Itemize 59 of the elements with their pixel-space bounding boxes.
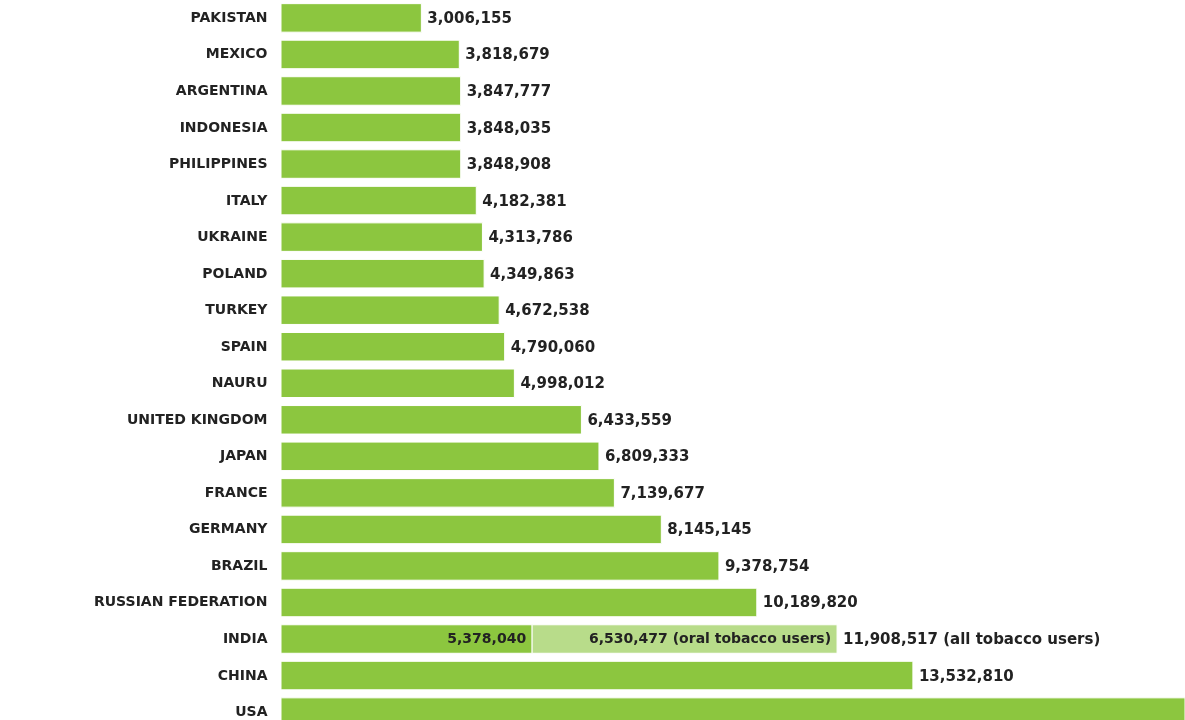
data-label: 6,433,559: [587, 410, 672, 429]
y-tick-label: MEXICO: [205, 45, 268, 62]
data-label: 4,672,538: [505, 301, 590, 320]
bar: [280, 587, 758, 618]
data-label: 9,378,754: [724, 556, 810, 575]
data-label: 6,809,333: [604, 447, 690, 466]
bar: [280, 258, 485, 289]
data-label: 3,848,908: [466, 155, 552, 174]
bar: [280, 441, 600, 472]
bar: [280, 660, 914, 691]
y-tick-label: GERMANY: [189, 520, 269, 537]
y-tick-label: SPAIN: [220, 337, 268, 354]
y-tick-label: NAURU: [211, 374, 268, 391]
bar: [280, 149, 462, 179]
y-tick-label: JAPAN: [218, 447, 268, 464]
bar: [280, 514, 662, 545]
y-tick-label: ARGENTINA: [175, 81, 268, 98]
y-tick-label: INDONESIA: [179, 118, 268, 135]
bar: [280, 222, 483, 252]
data-label: 3,818,679: [465, 45, 550, 64]
bar: [280, 405, 582, 435]
y-tick-label: PAKISTAN: [190, 8, 268, 25]
data-label: 13,532,810: [918, 666, 1014, 685]
y-tick-label: RUSSIAN FEDERATION: [93, 593, 268, 610]
bar: [280, 368, 515, 399]
bar: [280, 3, 422, 33]
data-label: 4,313,786: [488, 228, 573, 247]
data-label: 7,139,677: [620, 483, 705, 502]
y-tick-label: CHINA: [217, 666, 268, 683]
data-label: 10,189,820: [762, 593, 858, 612]
bar: [280, 76, 462, 106]
data-label: 6,530,477 (oral tobacco users): [589, 630, 832, 647]
data-label: 4,998,012: [520, 374, 605, 393]
y-tick-label: USA: [235, 703, 268, 720]
bar: [280, 478, 615, 508]
data-label: 8,145,145: [667, 520, 752, 539]
bar: [280, 39, 460, 70]
y-tick-label: POLAND: [202, 264, 268, 281]
bar: [280, 295, 500, 325]
data-label: 4,349,863: [490, 264, 575, 283]
y-tick-label: ITALY: [226, 191, 269, 208]
data-label: 4,182,381: [482, 191, 567, 210]
bar: [280, 185, 477, 216]
y-tick-label: INDIA: [222, 630, 268, 647]
data-label: 4,790,060: [510, 337, 596, 356]
data-label: 5,378,040: [447, 630, 527, 647]
y-tick-label: UNITED KINGDOM: [126, 410, 268, 427]
bar: [280, 112, 462, 143]
y-tick-label: TURKEY: [205, 301, 269, 318]
total-label: 11,908,517 (all tobacco users): [843, 630, 1101, 649]
y-tick-label: UKRAINE: [197, 228, 268, 245]
bar: [280, 331, 506, 362]
data-label: 3,006,155: [427, 8, 512, 27]
y-tick-label: FRANCE: [204, 483, 268, 500]
y-tick-label: PHILIPPINES: [169, 155, 268, 172]
y-tick-label: BRAZIL: [210, 556, 268, 573]
data-label: 3,848,035: [466, 118, 552, 137]
bar: [280, 551, 720, 581]
data-label: 3,847,777: [466, 81, 552, 100]
